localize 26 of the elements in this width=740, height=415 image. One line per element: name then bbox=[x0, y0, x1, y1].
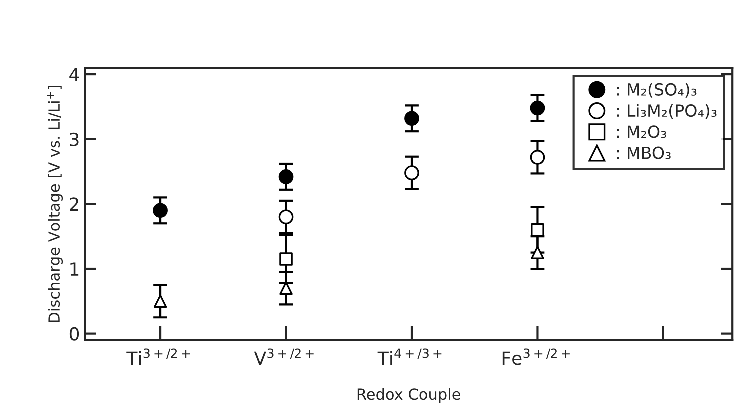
legend-label: : MBO₃ bbox=[617, 146, 671, 160]
x-tick-label: Ti$^{3+/2+}$ bbox=[126, 348, 190, 365]
y-tick-label: 2 bbox=[70, 198, 78, 212]
y-tick-label: 1 bbox=[70, 262, 79, 276]
x-tick-label: Fe$^{3+/2+}$ bbox=[502, 348, 570, 366]
point bbox=[531, 223, 544, 237]
point bbox=[530, 100, 546, 116]
point bbox=[153, 203, 168, 218]
point bbox=[531, 246, 544, 260]
y-tick-label: 4 bbox=[70, 68, 80, 82]
x-axis-title: Redox Couple bbox=[358, 388, 460, 404]
point bbox=[404, 166, 420, 180]
y-tick-label: 3 bbox=[70, 132, 79, 146]
point bbox=[278, 210, 294, 225]
point bbox=[278, 170, 294, 184]
x-tick-label: V$^{3+/2+}$ bbox=[254, 348, 314, 365]
point bbox=[404, 111, 420, 126]
y-tick-label: 0 bbox=[70, 327, 80, 341]
legend-label: : M₂(SO₄)₃ bbox=[617, 83, 697, 98]
x-tick-label: Ti$^{4+/3+}$ bbox=[378, 348, 442, 365]
y-axis-title: Discharge Voltage [V vs. Li/Li$^{+}$] bbox=[47, 86, 64, 322]
point bbox=[154, 294, 168, 308]
point bbox=[530, 150, 546, 165]
legend-label: : Li₃M₂(PO₄)₃ bbox=[617, 104, 717, 120]
legend-label: : M₂O₃ bbox=[617, 126, 666, 138]
point bbox=[280, 252, 293, 266]
